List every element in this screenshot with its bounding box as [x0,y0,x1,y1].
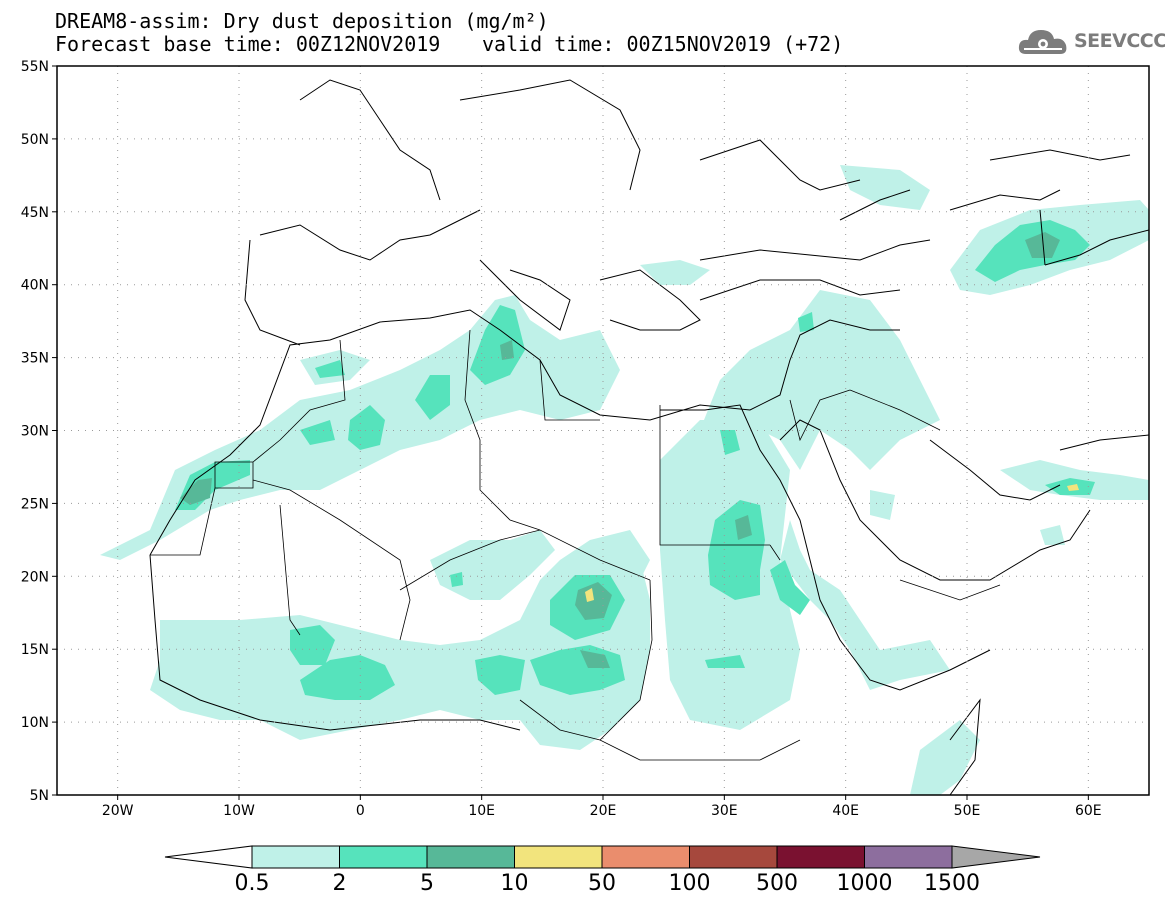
colorbar-legend: 0.5 2 5 10 50 100 500 1000 1500 [164,845,1041,896]
lon-label: 50E [954,803,981,819]
map-title: DREAM8-assim: Dry dust deposition (mg/m²… [55,9,549,33]
lat-label: 30N [21,424,49,440]
legend-swatch [251,845,340,869]
legend-label: 50 [588,871,616,896]
lat-label: 40N [21,278,49,294]
legend-label: 0.5 [235,871,270,896]
lat-label: 55N [21,59,49,75]
lon-labels: 20W 10W 0 10E 20E 30E 40E 50E 60E [102,803,1102,819]
legend-swatch [864,845,953,869]
lon-label: 10E [468,803,495,819]
legend-label: 1500 [924,871,980,896]
lat-label: 5N [30,788,49,804]
legend-swatch [339,845,428,869]
lon-label: 30E [711,803,738,819]
forecast-base-time: Forecast base time: 00Z12NOV2019 [55,32,441,56]
lat-label: 45N [21,205,49,221]
legend-swatch [514,845,603,869]
lon-label: 20E [590,803,617,819]
legend-low-arrow [164,845,253,869]
lon-label: 40E [832,803,859,819]
lat-label: 35N [21,351,49,367]
lat-label: 25N [21,496,49,512]
valid-time: valid time: 00Z15NOV2019 (+72) [482,32,844,56]
cloud-gear-icon [1018,30,1067,54]
legend-swatch [776,845,865,869]
legend-label: 5 [420,871,434,896]
dust-level-10-50 [585,484,1079,602]
seevccc-logo: SEEVCCC [1016,24,1165,58]
lon-label: 10W [223,803,255,819]
legend-swatch [426,845,515,869]
gridlines [57,66,1149,795]
legend-label: 500 [756,871,798,896]
lat-label: 20N [21,569,49,585]
logo-text: SEEVCCC [1074,30,1165,52]
lat-labels: 55N 50N 45N 40N 35N 30N 25N 20N 15N 10N 5N [21,59,49,804]
legend-swatch [689,845,778,869]
axis-ticks [52,65,1089,800]
legend-swatch [601,845,690,869]
country-borders [150,329,1001,761]
lon-label: 20W [102,803,134,819]
legend-label: 100 [669,871,711,896]
legend-label: 10 [501,871,529,896]
legend-high-arrow [951,845,1041,869]
legend-label: 1000 [837,871,893,896]
coastlines [149,79,1149,795]
lat-label: 50N [21,132,49,148]
lat-label: 10N [21,715,49,731]
lat-label: 15N [21,642,49,658]
lon-label: 60E [1075,803,1102,819]
lon-label: 0 [356,803,365,819]
legend-label: 2 [333,871,347,896]
